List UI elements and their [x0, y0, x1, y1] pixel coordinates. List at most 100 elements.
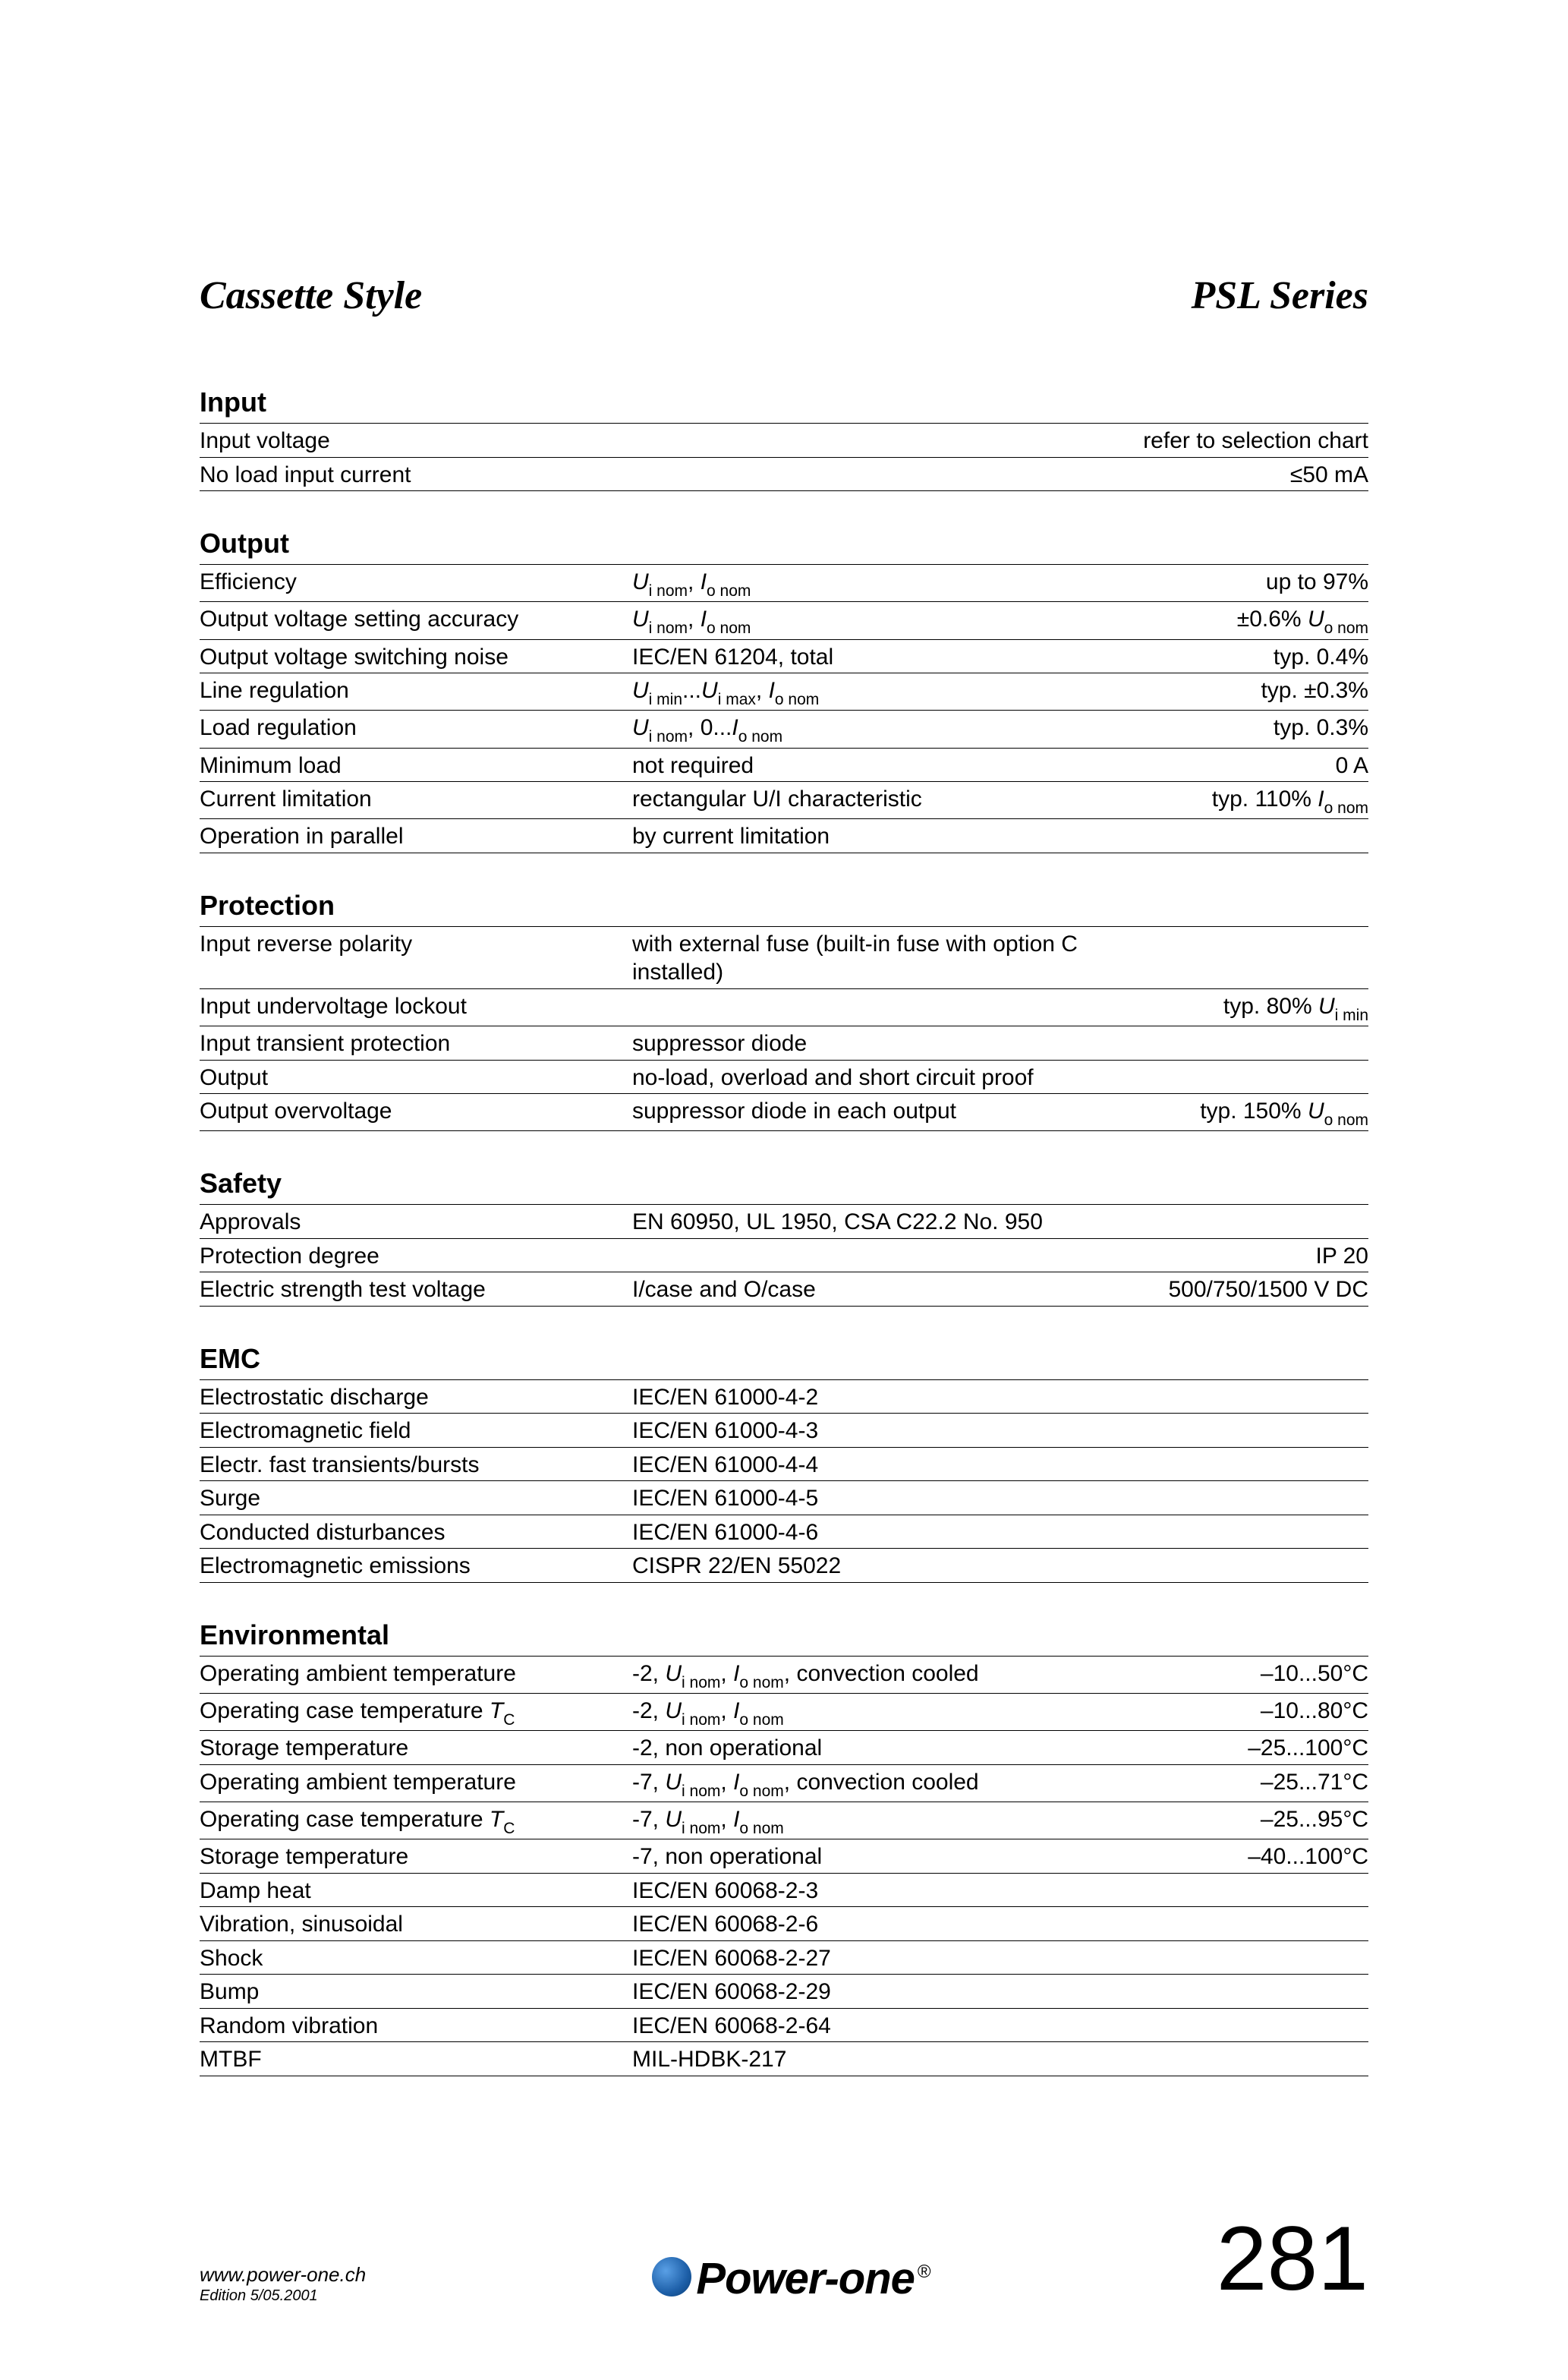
spec-value: typ. 0.3% [1080, 714, 1368, 742]
spec-row: Output voltage setting accuracyUi nom, I… [200, 601, 1368, 638]
spec-value: up to 97% [1080, 568, 1368, 597]
spec-param: Current limitation [200, 785, 632, 814]
footer-left: www.power-one.ch Edition 5/05.2001 [200, 2264, 366, 2304]
spec-condition: EN 60950, UL 1950, CSA C22.2 No. 950 [632, 1208, 1080, 1237]
spec-param: Output overvoltage [200, 1097, 632, 1126]
brand-text: Power-one [696, 2254, 915, 2303]
spec-condition: suppressor diode in each output [632, 1097, 1080, 1126]
spec-param: Efficiency [200, 568, 632, 597]
spec-row: Storage temperature-2, non operational–2… [200, 1730, 1368, 1764]
spec-condition: IEC/EN 61000-4-6 [632, 1518, 1080, 1547]
spec-row: ShockIEC/EN 60068-2-27 [200, 1940, 1368, 1975]
spec-value: 500/750/1500 V DC [1080, 1275, 1368, 1304]
spec-row: Operating ambient temperature-2, Ui nom,… [200, 1656, 1368, 1693]
spec-param: Surge [200, 1484, 632, 1513]
spec-row: Output voltage switching noiseIEC/EN 612… [200, 639, 1368, 673]
section-heading: EMC [200, 1343, 1368, 1375]
spec-value: typ. 150% Uo nom [1080, 1097, 1368, 1129]
spec-row: Current limitationrectangular U/I charac… [200, 781, 1368, 818]
spec-condition: -2, Ui nom, Io nom [632, 1697, 1080, 1729]
spec-block: Input voltagerefer to selection chartNo … [200, 423, 1368, 491]
page-header: Cassette Style PSL Series [200, 273, 1368, 318]
spec-condition: rectangular U/I characteristic [632, 785, 1080, 814]
spec-param: MTBF [200, 2045, 632, 2074]
page-number: 281 [1217, 2213, 1368, 2304]
section-heading: Environmental [200, 1619, 1368, 1651]
spec-param: Protection degree [200, 1242, 632, 1271]
section-heading: Safety [200, 1168, 1368, 1199]
spec-condition: MIL-HDBK-217 [632, 2045, 1080, 2074]
spec-row: Random vibrationIEC/EN 60068-2-64 [200, 2008, 1368, 2042]
spec-param: Vibration, sinusoidal [200, 1910, 632, 1939]
spec-param: Electric strength test voltage [200, 1275, 632, 1304]
spec-param: Output voltage switching noise [200, 643, 632, 672]
spec-value: IP 20 [1080, 1242, 1368, 1271]
registered-mark: ® [918, 2262, 930, 2282]
spec-param: Load regulation [200, 714, 632, 742]
spec-row: Electrostatic dischargeIEC/EN 61000-4-2 [200, 1379, 1368, 1414]
spec-param: Operating case temperature TC [200, 1805, 632, 1837]
spec-row: Electromagnetic fieldIEC/EN 61000-4-3 [200, 1413, 1368, 1447]
spec-param: Operating ambient temperature [200, 1660, 632, 1688]
spec-condition: I/case and O/case [632, 1275, 1080, 1304]
spec-condition: IEC/EN 60068-2-6 [632, 1910, 1080, 1939]
spec-row: Load regulationUi nom, 0...Io nomtyp. 0.… [200, 710, 1368, 747]
spec-param: Approvals [200, 1208, 632, 1237]
spec-sections: InputInput voltagerefer to selection cha… [200, 386, 1368, 2076]
section-heading: Protection [200, 890, 1368, 922]
spec-param: Input reverse polarity [200, 930, 632, 959]
footer-edition: Edition 5/05.2001 [200, 2287, 366, 2304]
spec-condition: Ui min...Ui max, Io nom [632, 676, 1080, 708]
footer-url: www.power-one.ch [200, 2263, 366, 2286]
spec-row: Protection degree IP 20 [200, 1238, 1368, 1272]
spec-condition: not required [632, 752, 1080, 780]
spec-param: Input voltage [200, 427, 632, 456]
spec-param: Electr. fast transients/bursts [200, 1451, 632, 1480]
spec-row: Input transient protectionsuppressor dio… [200, 1026, 1368, 1060]
spec-block: Operating ambient temperature-2, Ui nom,… [200, 1656, 1368, 2076]
spec-row: Line regulationUi min...Ui max, Io nomty… [200, 673, 1368, 710]
spec-param: Operating ambient temperature [200, 1768, 632, 1797]
spec-condition: by current limitation [632, 822, 1080, 851]
spec-param: Output [200, 1064, 632, 1092]
spec-condition: Ui nom, 0...Io nom [632, 714, 1080, 746]
spec-value: 0 A [1080, 752, 1368, 780]
spec-row: Operating ambient temperature-7, Ui nom,… [200, 1764, 1368, 1802]
spec-row: Output overvoltagesuppressor diode in ea… [200, 1093, 1368, 1131]
datasheet-page: Cassette Style PSL Series InputInput vol… [101, 0, 1467, 2380]
spec-row: Minimum loadnot required0 A [200, 748, 1368, 782]
footer-brand: Power-one® [652, 2253, 930, 2304]
spec-value: ±0.6% Uo nom [1080, 605, 1368, 637]
spec-condition: no-load, overload and short circuit proo… [632, 1064, 1080, 1092]
spec-row: Damp heatIEC/EN 60068-2-3 [200, 1873, 1368, 1907]
spec-value: –25...100°C [1080, 1734, 1368, 1763]
spec-param: Bump [200, 1978, 632, 2006]
spec-value: typ. 0.4% [1080, 643, 1368, 672]
spec-row: Electromagnetic emissionsCISPR 22/EN 550… [200, 1548, 1368, 1583]
globe-icon [652, 2257, 691, 2296]
spec-condition: IEC/EN 61000-4-4 [632, 1451, 1080, 1480]
spec-param: Input transient protection [200, 1029, 632, 1058]
spec-row: EfficiencyUi nom, Io nomup to 97% [200, 564, 1368, 601]
spec-param: Electromagnetic field [200, 1417, 632, 1445]
spec-param: Random vibration [200, 2012, 632, 2041]
spec-condition: with external fuse (built-in fuse with o… [632, 930, 1080, 987]
spec-condition: IEC/EN 61204, total [632, 643, 1080, 672]
spec-value: typ. ±0.3% [1080, 676, 1368, 705]
spec-block: EfficiencyUi nom, Io nomup to 97%Output … [200, 564, 1368, 853]
spec-condition: Ui nom, Io nom [632, 568, 1080, 600]
spec-param: Line regulation [200, 676, 632, 705]
spec-row: Electr. fast transients/burstsIEC/EN 610… [200, 1447, 1368, 1481]
spec-param: Input undervoltage lockout [200, 992, 632, 1021]
spec-value: –10...80°C [1080, 1697, 1368, 1726]
spec-value: –40...100°C [1080, 1843, 1368, 1871]
spec-row: SurgeIEC/EN 61000-4-5 [200, 1480, 1368, 1515]
spec-value: –25...71°C [1080, 1768, 1368, 1797]
spec-row: MTBFMIL-HDBK-217 [200, 2041, 1368, 2076]
spec-param: Electromagnetic emissions [200, 1552, 632, 1581]
spec-row: Vibration, sinusoidalIEC/EN 60068-2-6 [200, 1906, 1368, 1940]
spec-row: Input undervoltage lockouttyp. 80% Ui mi… [200, 988, 1368, 1026]
spec-value: –10...50°C [1080, 1660, 1368, 1688]
spec-row: No load input current≤50 mA [200, 457, 1368, 492]
spec-condition: IEC/EN 60068-2-29 [632, 1978, 1080, 2006]
